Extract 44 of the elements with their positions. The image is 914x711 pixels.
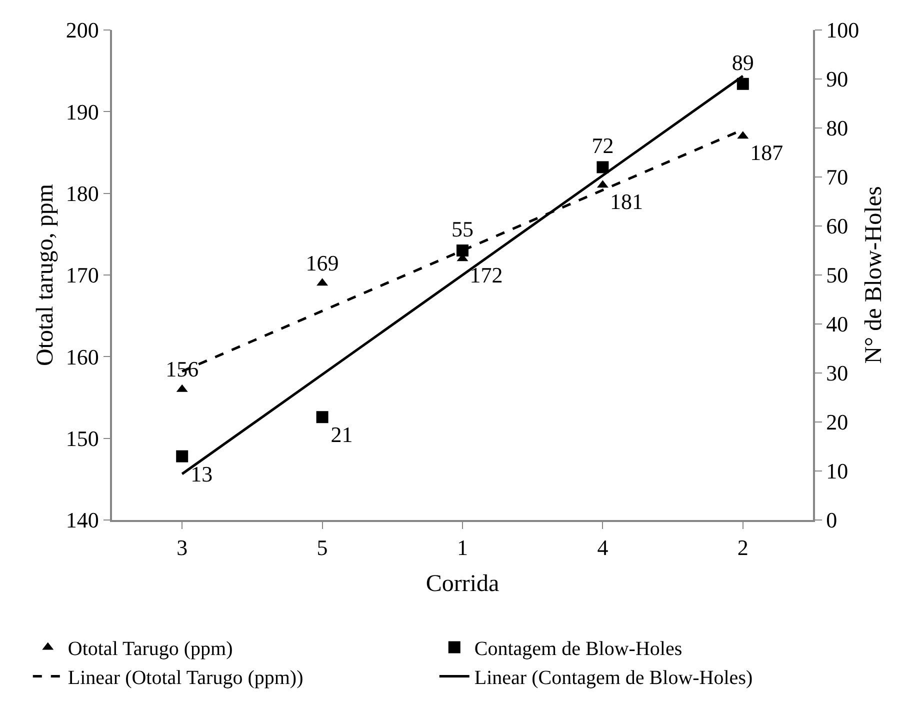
y2-tick-label: 30 [826,360,848,386]
y2-tick-label: 80 [826,116,848,141]
y2-tick-label: 90 [826,66,848,92]
y2-axis-title: N° de Blow-Holes [860,186,887,364]
y-tick-label: 180 [66,181,99,206]
y-tick-label: 140 [66,508,99,533]
data-label: 172 [470,262,503,288]
data-label: 181 [610,188,643,214]
y2-tick-label: 70 [826,164,848,190]
y-tick-label: 190 [66,99,99,124]
y-tick-label: 150 [66,426,99,452]
x-tick-label: 2 [737,535,748,560]
legend-label: Linear (Contagem de Blow-Holes) [474,667,753,690]
x-axis-title: Corrida [426,570,500,597]
data-label: 55 [452,216,474,242]
y-axis-title: Ototal tarugo, ppm [32,184,58,366]
point [176,450,188,462]
y2-tick-label: 50 [826,262,848,288]
y2-tick-label: 100 [826,18,860,43]
data-label: 72 [592,133,614,158]
data-label: 13 [190,461,213,486]
point [316,411,328,424]
y-tick-label: 160 [66,344,99,370]
legend-label: Linear (Ototal Tarugo (ppm)) [68,667,304,690]
y-tick-label: 170 [66,262,99,288]
point [736,78,749,90]
y2-tick-label: 0 [826,508,838,533]
point [596,161,609,174]
x-tick-label: 1 [457,535,468,560]
point [456,244,468,256]
data-label: 89 [732,50,754,75]
x-tick-label: 3 [176,535,188,560]
data-label: 21 [330,422,353,448]
y-tick-label: 200 [66,18,99,43]
data-label: 187 [750,140,784,165]
y2-tick-label: 20 [826,410,848,435]
legend-label: Ototal Tarugo (ppm) [68,638,233,660]
x-tick-label: 4 [597,535,608,560]
legend-label: Contagem de Blow-Holes [474,638,682,660]
y2-tick-label: 10 [826,458,848,484]
y2-tick-label: 40 [826,312,848,337]
y2-tick-label: 60 [826,214,848,239]
x-tick-label: 5 [316,535,328,560]
data-label: 169 [306,250,339,276]
